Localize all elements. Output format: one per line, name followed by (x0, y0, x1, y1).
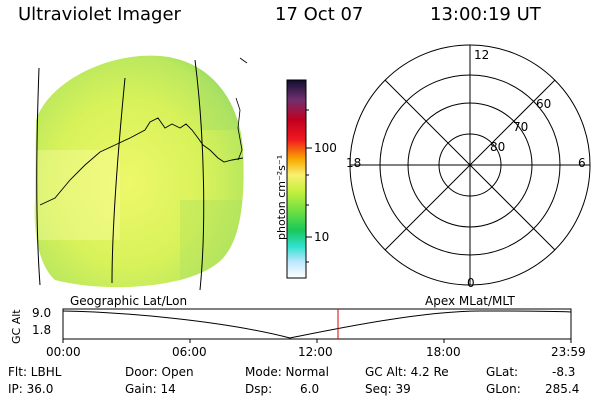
polar-diagonal (384, 79, 556, 251)
mlt-label-12: 12 (474, 48, 490, 62)
door-status: Door: Open (125, 365, 194, 379)
gain-status: Gain: 14 (125, 382, 176, 396)
lat-label-70: 70 (513, 120, 529, 134)
ip-status: IP: 36.0 (8, 382, 54, 396)
meridian-line (111, 77, 126, 284)
date-label: 17 Oct 07 (275, 4, 364, 25)
colorbar-tick-100: 100 (314, 141, 337, 155)
timeline-ytick-min: 1.8 (32, 323, 52, 337)
filter-status: Flt: LBHL (8, 365, 62, 379)
seq-status: Seq: 39 (365, 382, 411, 396)
glon-label: GLon: (486, 382, 521, 396)
timeline-right-label: Apex MLat/MLT (425, 294, 515, 308)
mlt-label-18: 18 (346, 156, 362, 170)
timeline-xtick-0600: 06:00 (172, 345, 207, 359)
dsp-label: Dsp: (245, 382, 273, 396)
time-label: 13:00:19 UT (430, 4, 541, 25)
colorbar-scale (286, 79, 307, 279)
timeline-frame (62, 308, 572, 340)
timeline-xtick-0000: 00:00 (46, 345, 81, 359)
instrument-title: Ultraviolet Imager (18, 4, 181, 25)
coastline (239, 57, 248, 64)
coastline (39, 117, 244, 206)
timeline-xtick-2359: 23:59 (551, 345, 586, 359)
timeline-left-label: Geographic Lat/Lon (70, 294, 188, 308)
colorbar-tick-10: 10 (314, 230, 330, 244)
earth-disk (34, 55, 244, 288)
mlt-label-6: 6 (578, 156, 586, 170)
mlt-label-0: 0 (467, 276, 475, 290)
meridian-line (36, 67, 41, 286)
timeline-xtick-1800: 18:00 (426, 345, 461, 359)
timeline-ytick-max: 9.0 (32, 306, 52, 320)
altitude-curve (62, 310, 572, 339)
meridian-line (194, 59, 205, 291)
coastline (235, 97, 243, 161)
dsp-value: 6.0 (300, 382, 320, 396)
gc-alt-status: GC Alt: 4.2 Re (365, 365, 449, 379)
lat-label-60: 60 (536, 97, 552, 111)
glat-value: -8.3 (552, 365, 576, 379)
lat-label-80: 80 (490, 140, 506, 154)
timeline-xtick-1200: 12:00 (298, 345, 333, 359)
mode-status: Mode: Normal (245, 365, 329, 379)
glon-value: 285.4 (545, 382, 580, 396)
glat-label: GLat: (486, 365, 519, 379)
